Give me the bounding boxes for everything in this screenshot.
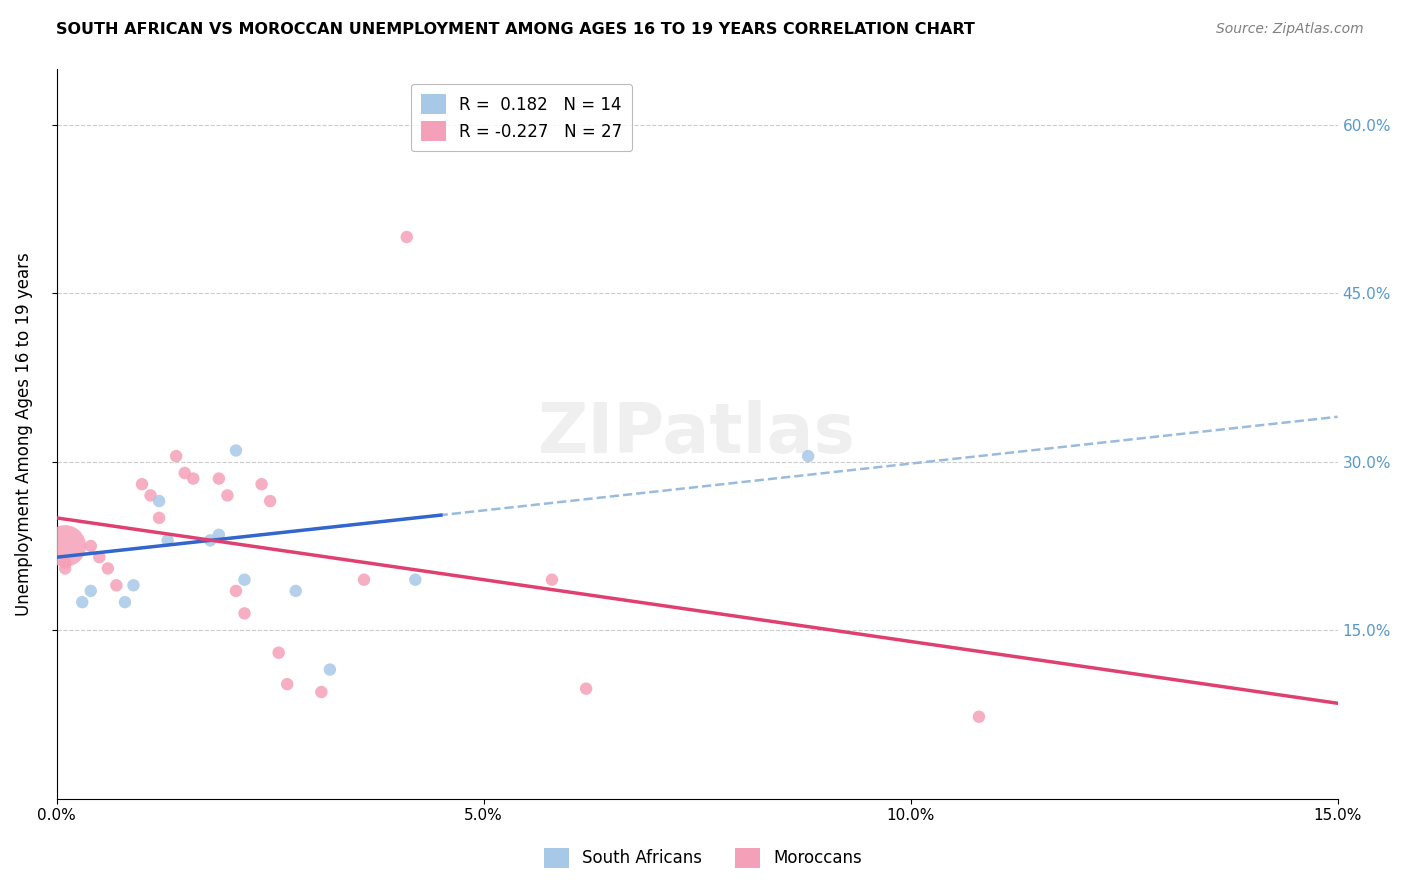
Text: Source: ZipAtlas.com: Source: ZipAtlas.com bbox=[1216, 22, 1364, 37]
Point bbox=[353, 573, 375, 587]
Point bbox=[233, 607, 256, 621]
Y-axis label: Unemployment Among Ages 16 to 19 years: Unemployment Among Ages 16 to 19 years bbox=[15, 252, 32, 615]
Point bbox=[114, 595, 136, 609]
Point bbox=[250, 477, 273, 491]
Point bbox=[53, 561, 76, 575]
Point bbox=[80, 583, 103, 598]
Point bbox=[967, 710, 990, 724]
Point bbox=[259, 494, 281, 508]
Point bbox=[97, 561, 120, 575]
Point bbox=[284, 583, 307, 598]
Point bbox=[319, 663, 342, 677]
Point bbox=[80, 539, 103, 553]
Point bbox=[208, 472, 231, 486]
Legend: South Africans, Moroccans: South Africans, Moroccans bbox=[537, 841, 869, 875]
Point bbox=[131, 477, 153, 491]
Point bbox=[139, 488, 162, 502]
Point bbox=[53, 539, 76, 553]
Point bbox=[267, 646, 290, 660]
Point bbox=[311, 685, 333, 699]
Legend: R =  0.182   N = 14, R = -0.227   N = 27: R = 0.182 N = 14, R = -0.227 N = 27 bbox=[411, 84, 633, 152]
Point bbox=[404, 573, 426, 587]
Point bbox=[148, 494, 170, 508]
Point bbox=[225, 443, 247, 458]
Point bbox=[70, 595, 93, 609]
Point bbox=[575, 681, 598, 696]
Point bbox=[208, 527, 231, 541]
Point bbox=[156, 533, 179, 548]
Point bbox=[181, 472, 204, 486]
Text: SOUTH AFRICAN VS MOROCCAN UNEMPLOYMENT AMONG AGES 16 TO 19 YEARS CORRELATION CHA: SOUTH AFRICAN VS MOROCCAN UNEMPLOYMENT A… bbox=[56, 22, 976, 37]
Point bbox=[122, 578, 145, 592]
Point bbox=[541, 573, 564, 587]
Point bbox=[797, 449, 820, 463]
Text: ZIPatlas: ZIPatlas bbox=[538, 401, 856, 467]
Point bbox=[148, 511, 170, 525]
Point bbox=[165, 449, 187, 463]
Point bbox=[225, 583, 247, 598]
Point bbox=[233, 573, 256, 587]
Point bbox=[200, 533, 222, 548]
Point bbox=[395, 230, 418, 244]
Point bbox=[276, 677, 298, 691]
Point bbox=[89, 550, 111, 565]
Point bbox=[173, 466, 195, 480]
Point bbox=[53, 556, 76, 570]
Point bbox=[217, 488, 239, 502]
Point bbox=[105, 578, 128, 592]
